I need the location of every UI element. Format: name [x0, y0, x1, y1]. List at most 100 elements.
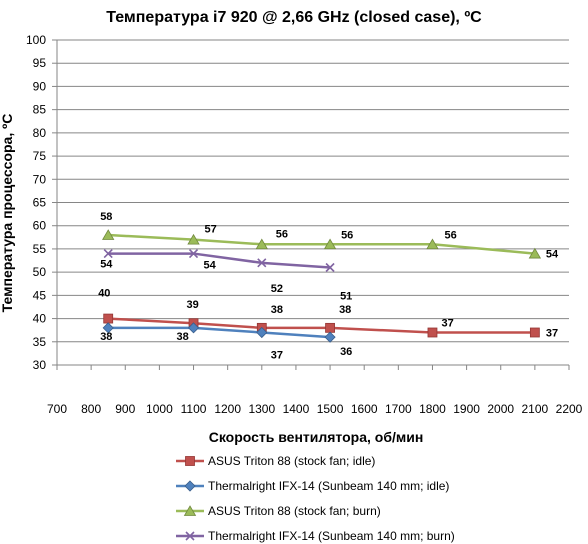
data-label: 52 [271, 283, 283, 295]
x-tick-label: 900 [115, 402, 135, 416]
legend-marker [183, 505, 197, 516]
data-label: 58 [100, 211, 112, 223]
x-tick-label: 1300 [248, 402, 275, 416]
x-tick-label: 2000 [487, 402, 514, 416]
data-label: 38 [100, 331, 112, 343]
legend-entry: Thermalright IFX-14 (Sunbeam 140 mm; bur… [176, 529, 455, 543]
data-label: 56 [276, 228, 288, 240]
data-point [187, 233, 200, 245]
legend-entry: ASUS Triton 88 (stock fan; idle) [176, 454, 375, 468]
series-2 [102, 229, 542, 259]
series-line [108, 252, 331, 269]
data-point [103, 249, 113, 259]
data-label: 36 [340, 346, 352, 358]
x-tick-label: 2100 [522, 402, 549, 416]
legend-label: ASUS Triton 88 (stock fan; burn) [208, 504, 381, 518]
y-tick-labels: 30 35 40 45 50 55 60 65 70 75 80 85 90 95 100 [26, 33, 46, 372]
x-tick-label: 1800 [419, 402, 446, 416]
y-tick-label: 70 [33, 172, 47, 186]
y-tick-label: 85 [33, 103, 47, 117]
data-point [426, 238, 439, 250]
data-label: 57 [205, 224, 217, 236]
x-tick-label: 800 [81, 402, 101, 416]
series-line [108, 317, 535, 334]
data-point [256, 326, 268, 339]
y-tick-label: 75 [33, 149, 47, 163]
x-tick-labels: 700 800 900 1000 1100 1200 1300 1400 1500 1600 170… [47, 402, 583, 416]
data-point [103, 313, 114, 324]
legend-entry: ASUS Triton 88 (stock fan; burn) [176, 504, 381, 518]
y-tick-label: 35 [33, 335, 47, 349]
data-labels: 40 39 38 38 37 37 38 38 37 36 58 57 56 56 56 54 54 54 52 51 [98, 211, 559, 362]
data-point [255, 238, 268, 250]
y-tick-label: 60 [33, 219, 47, 233]
data-label: 54 [546, 249, 559, 261]
data-point [427, 327, 438, 338]
legend-label: Thermalright IFX-14 (Sunbeam 140 mm; bur… [208, 529, 455, 543]
legend-marker [184, 480, 196, 492]
x-tick-label: 700 [47, 402, 67, 416]
gridlines [57, 39, 569, 366]
data-point [102, 229, 115, 240]
data-label: 37 [271, 350, 283, 362]
data-label: 38 [177, 331, 189, 343]
series-1 [102, 322, 336, 343]
data-point [187, 322, 200, 334]
y-tick-label: 50 [33, 265, 47, 279]
data-label: 54 [204, 260, 217, 272]
x-tick-label: 1200 [214, 402, 241, 416]
data-point [528, 247, 542, 259]
series-3 [103, 249, 335, 273]
legend-label: Thermalright IFX-14 (Sunbeam 140 mm; idl… [208, 479, 449, 493]
data-point [529, 327, 540, 338]
x-tick-label: 1100 [181, 402, 207, 416]
x-tick-label: 1600 [351, 402, 378, 416]
series-0 [103, 313, 540, 338]
data-label: 51 [340, 291, 352, 303]
data-label: 38 [339, 304, 351, 316]
y-tick-label: 80 [33, 126, 47, 140]
legend-label: ASUS Triton 88 (stock fan; idle) [208, 454, 375, 468]
series-line [108, 233, 535, 255]
data-point [323, 238, 337, 250]
data-label: 37 [441, 318, 453, 330]
x-tick-label: 1400 [283, 402, 310, 416]
data-label: 56 [444, 229, 456, 241]
y-tick-label: 95 [33, 56, 47, 70]
legend-entry: Thermalright IFX-14 (Sunbeam 140 mm; idl… [176, 479, 449, 493]
y-tick-label: 30 [33, 358, 47, 372]
legend-marker [185, 531, 195, 541]
y-tick-label: 40 [33, 312, 47, 326]
data-label: 37 [546, 328, 558, 340]
y-tick-label: 55 [33, 242, 47, 256]
x-tick-label: 1000 [146, 402, 173, 416]
data-label: 54 [100, 259, 113, 271]
data-label: 39 [187, 299, 199, 311]
data-point [102, 322, 114, 334]
legend-marker [185, 456, 195, 466]
data-point [325, 262, 335, 273]
data-point [257, 258, 267, 268]
data-label: 56 [341, 229, 353, 241]
chart-title: Температура i7 920 @ 2,66 GHz (closed ca… [106, 9, 482, 26]
x-tick-label: 2200 [556, 402, 583, 416]
y-tick-label: 45 [33, 288, 47, 302]
series-line [108, 326, 331, 339]
x-axis-title: Скорость вентилятора, об/мин [209, 429, 424, 445]
data-label: 38 [271, 304, 283, 316]
data-label: 40 [98, 288, 110, 300]
x-tick-label: 1900 [453, 402, 480, 416]
x-tick-label: 1700 [385, 402, 412, 416]
data-point [188, 249, 199, 259]
y-tick-label: 65 [33, 196, 47, 210]
y-tick-label: 90 [33, 79, 47, 93]
axes [52, 39, 570, 370]
y-tick-label: 100 [26, 33, 46, 47]
data-point [325, 322, 335, 333]
data-point [324, 331, 336, 343]
x-tick-label: 1500 [317, 402, 344, 416]
y-axis-title: Температура процессора, ºC [0, 114, 15, 313]
series-layer [102, 229, 542, 343]
legend: ASUS Triton 88 (stock fan; idle) Thermalr… [176, 454, 455, 543]
